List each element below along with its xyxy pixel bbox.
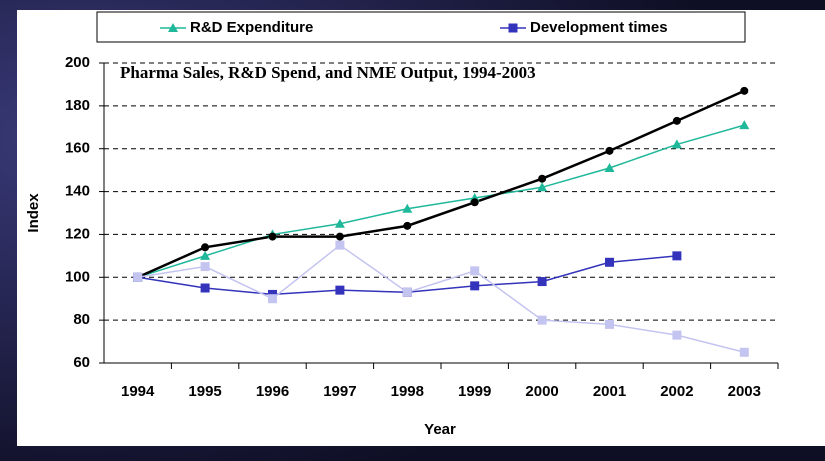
y-tick-label: 80	[73, 311, 90, 328]
point	[470, 198, 479, 207]
point	[605, 319, 614, 329]
point	[604, 163, 615, 172]
point	[470, 281, 480, 291]
point	[537, 277, 547, 287]
point	[335, 285, 345, 295]
point	[739, 120, 750, 130]
y-tick-label: 180	[65, 97, 90, 114]
x-axis-label: Year	[424, 421, 456, 438]
point	[335, 232, 344, 241]
legend-label: R&D Expenditure	[190, 19, 313, 36]
point	[740, 86, 749, 95]
y-tick-label: 200	[65, 54, 90, 71]
point	[739, 347, 749, 357]
legend-marker	[168, 23, 178, 32]
point	[402, 203, 413, 213]
legend-box	[96, 11, 746, 43]
legend-marker	[508, 23, 518, 33]
chart-panel	[17, 10, 825, 446]
point	[537, 182, 548, 192]
x-tick-label: 1994	[121, 383, 155, 400]
chart-title: Pharma Sales, R&D Spend, and NME Output,…	[120, 63, 536, 82]
point	[672, 116, 681, 125]
y-tick-label: 60	[73, 354, 90, 371]
point	[200, 283, 210, 293]
y-tick-label: 100	[65, 268, 90, 285]
point	[403, 221, 412, 230]
point	[605, 257, 614, 267]
y-axis-label: Index	[25, 193, 42, 233]
point	[402, 287, 412, 297]
point	[133, 272, 143, 282]
point	[538, 174, 547, 183]
y-tick-label: 160	[65, 140, 90, 157]
point	[268, 232, 277, 241]
point	[671, 139, 682, 149]
y-tick-label: 120	[65, 225, 90, 242]
series-line	[137, 89, 745, 279]
x-tick-label: 1996	[256, 383, 289, 400]
point	[268, 294, 277, 304]
x-tick-label: 1999	[458, 383, 491, 400]
y-tick-label: 140	[65, 183, 90, 200]
point	[200, 250, 211, 260]
x-tick-label: 1995	[188, 383, 221, 400]
x-tick-label: 2002	[660, 383, 693, 400]
point	[334, 218, 345, 228]
series-line	[137, 244, 745, 354]
x-tick-label: 2000	[525, 383, 558, 400]
point	[470, 266, 480, 276]
point	[201, 243, 210, 252]
point	[672, 330, 682, 340]
point	[200, 262, 210, 272]
point	[672, 251, 682, 261]
point	[537, 315, 547, 325]
legend-label: Development times	[530, 19, 668, 36]
x-tick-label: 1998	[391, 383, 424, 400]
point	[335, 240, 345, 250]
x-tick-label: 2001	[593, 383, 626, 400]
point	[605, 146, 614, 155]
x-tick-label: 2003	[728, 383, 761, 400]
series-line	[137, 124, 745, 279]
x-tick-label: 1997	[323, 383, 356, 400]
